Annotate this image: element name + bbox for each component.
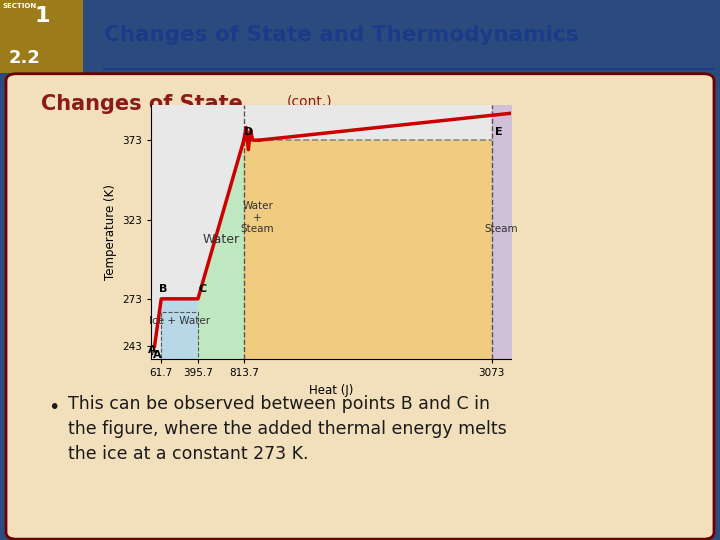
- Text: •: •: [48, 397, 59, 417]
- Text: SECTION: SECTION: [3, 3, 37, 9]
- Text: A: A: [153, 349, 161, 360]
- FancyBboxPatch shape: [0, 0, 83, 73]
- Text: 2.2: 2.2: [9, 49, 40, 67]
- Text: D: D: [245, 127, 253, 138]
- Text: Steam: Steam: [484, 224, 518, 234]
- Text: Ice + Water: Ice + Water: [149, 316, 210, 326]
- Text: Water
+
Steam: Water + Steam: [241, 201, 274, 234]
- Text: (cont.): (cont.): [287, 94, 333, 109]
- Text: 1: 1: [35, 6, 50, 26]
- FancyBboxPatch shape: [6, 74, 714, 539]
- Text: Changes of State: Changes of State: [41, 94, 243, 114]
- Text: C: C: [199, 285, 207, 294]
- Text: A: A: [148, 345, 157, 355]
- X-axis label: Heat (J): Heat (J): [309, 384, 354, 397]
- Text: B: B: [159, 285, 168, 294]
- Text: Changes of State and Thermodynamics: Changes of State and Thermodynamics: [104, 25, 579, 45]
- Text: This can be observed between points B and C in
the figure, where the added therm: This can be observed between points B an…: [68, 395, 507, 463]
- Y-axis label: Temperature (K): Temperature (K): [104, 184, 117, 280]
- Text: Water: Water: [202, 233, 239, 246]
- Text: E: E: [495, 127, 503, 138]
